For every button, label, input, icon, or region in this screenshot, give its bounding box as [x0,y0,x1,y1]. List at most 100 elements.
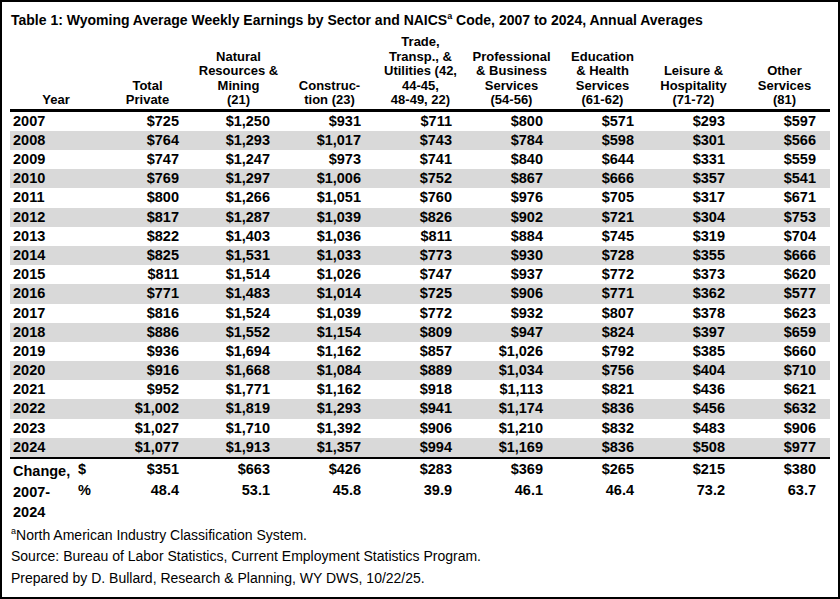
value-cell-other-services: $753 [739,208,830,227]
value-cell-education-health-services: $821 [557,380,648,399]
value-cell-leisure-hospitality: $357 [648,169,739,188]
value-cell-professional-business-services: $1,169 [466,438,557,457]
value-cell-leisure-hospitality: $293 [648,112,739,131]
value-cell-leisure-hospitality: $483 [648,419,739,438]
value-cell-trade-transportation-utilities: $941 [375,399,466,418]
value-cell-leisure-hospitality: $319 [648,227,739,246]
value-cell-construction: $1,006 [284,169,375,188]
table-header-row: YearTotal PrivateNatural Resources & Min… [10,30,830,112]
table-title: Table 1: Wyoming Average Weekly Earnings… [11,11,830,28]
value-cell-leisure-hospitality: $362 [648,284,739,303]
value-cell-total-private: $936 [102,342,193,361]
footnote-prepared-by: Prepared by D. Bullard, Research & Plann… [11,568,830,590]
value-cell-leisure-hospitality: $317 [648,188,739,207]
change-unit-cell: $ [10,459,102,480]
value-cell-other-services: $621 [739,380,830,399]
table-row-2013: 2013$822$1,403$1,036$811$884$745$319$704 [10,227,830,246]
table-row-2020: 2020$916$1,668$1,084$889$1,034$756$404$7… [10,361,830,380]
value-cell-leisure-hospitality: $373 [648,265,739,284]
value-cell-total-private: $764 [102,131,193,150]
column-header-education-health-services: Education & Health Services (61-62) [557,50,648,108]
value-cell-leisure-hospitality: $301 [648,131,739,150]
value-cell-professional-business-services: $932 [466,304,557,323]
year-cell: 2010 [10,169,102,188]
value-cell-professional-business-services: $840 [466,150,557,169]
value-cell-other-services: $559 [739,150,830,169]
value-cell-total-private: $771 [102,284,193,303]
change-value-cell-construction: 45.8 [284,480,375,501]
column-header-leisure-hospitality: Leisure & Hospitality (71-72) [648,64,739,108]
value-cell-professional-business-services: $1,026 [466,342,557,361]
table-row-2010: 2010$769$1,297$1,006$752$867$666$357$541 [10,169,830,188]
value-cell-professional-business-services: $1,113 [466,380,557,399]
value-cell-construction: $1,162 [284,380,375,399]
value-cell-education-health-services: $756 [557,361,648,380]
value-cell-construction: $1,014 [284,284,375,303]
table-row-2011: 2011$800$1,266$1,051$760$976$705$317$671 [10,188,830,207]
value-cell-other-services: $623 [739,304,830,323]
table-row-2017: 2017$816$1,524$1,039$772$932$807$378$623 [10,304,830,323]
value-cell-professional-business-services: $906 [466,284,557,303]
table-row-2021: 2021$952$1,771$1,162$918$1,113$821$436$6… [10,380,830,399]
value-cell-leisure-hospitality: $404 [648,361,739,380]
value-cell-education-health-services: $832 [557,419,648,438]
value-cell-natural-resources-mining: $1,514 [193,265,284,284]
value-cell-total-private: $1,027 [102,419,193,438]
value-cell-leisure-hospitality: $436 [648,380,739,399]
value-cell-trade-transportation-utilities: $906 [375,419,466,438]
change-value-cell-trade-transportation-utilities: 39.9 [375,480,466,501]
table-row-2009: 2009$747$1,247$973$741$840$644$331$559 [10,150,830,169]
value-cell-natural-resources-mining: $1,531 [193,246,284,265]
value-cell-professional-business-services: $976 [466,188,557,207]
value-cell-construction: $973 [284,150,375,169]
value-cell-education-health-services: $807 [557,304,648,323]
year-cell: 2008 [10,131,102,150]
value-cell-education-health-services: $824 [557,323,648,342]
value-cell-professional-business-services: $1,174 [466,399,557,418]
change-value-cell-leisure-hospitality: 73.2 [648,480,739,501]
table-title-text-2: Code, 2007 to 2024, Annual Averages [452,12,703,28]
value-cell-leisure-hospitality: $397 [648,323,739,342]
change-value-cell-other-services: $380 [739,459,830,480]
value-cell-construction: $931 [284,112,375,131]
value-cell-trade-transportation-utilities: $809 [375,323,466,342]
value-cell-other-services: $671 [739,188,830,207]
value-cell-total-private: $816 [102,304,193,323]
value-cell-trade-transportation-utilities: $889 [375,361,466,380]
value-cell-professional-business-services: $937 [466,265,557,284]
value-cell-total-private: $1,077 [102,438,193,457]
value-cell-education-health-services: $721 [557,208,648,227]
column-header-construction: Construc- tion (23) [284,79,375,108]
value-cell-natural-resources-mining: $1,819 [193,399,284,418]
year-cell: 2015 [10,265,102,284]
table-row-2016: 2016$771$1,483$1,014$725$906$771$362$577 [10,284,830,303]
table-row-2012: 2012$817$1,287$1,039$826$902$721$304$753 [10,208,830,227]
change-unit-label: % [78,480,91,501]
value-cell-education-health-services: $792 [557,342,648,361]
change-unit-cell: % [10,480,102,501]
value-cell-professional-business-services: $930 [466,246,557,265]
column-header-total-private: Total Private [102,79,193,108]
table-row-2008: 2008$764$1,293$1,017$743$784$598$301$566 [10,131,830,150]
value-cell-construction: $1,392 [284,419,375,438]
value-cell-trade-transportation-utilities: $918 [375,380,466,399]
change-section: Change, 2007- 2024 $$351$663$426$283$369… [10,457,830,519]
value-cell-other-services: $906 [739,419,830,438]
value-cell-other-services: $597 [739,112,830,131]
year-cell: 2024 [10,438,102,457]
year-cell: 2007 [10,112,102,131]
change-value-cell-other-services: 63.7 [739,480,830,501]
value-cell-other-services: $632 [739,399,830,418]
column-header-year: Year [10,93,102,108]
value-cell-trade-transportation-utilities: $772 [375,304,466,323]
value-cell-construction: $1,293 [284,399,375,418]
change-value-cell-professional-business-services: $369 [466,459,557,480]
value-cell-trade-transportation-utilities: $743 [375,131,466,150]
value-cell-trade-transportation-utilities: $811 [375,227,466,246]
value-cell-education-health-services: $644 [557,150,648,169]
value-cell-construction: $1,026 [284,265,375,284]
change-value-cell-trade-transportation-utilities: $283 [375,459,466,480]
change-value-cell-construction: $426 [284,459,375,480]
table-row-2024: 2024$1,077$1,913$1,357$994$1,169$836$508… [10,438,830,457]
value-cell-education-health-services: $745 [557,227,648,246]
